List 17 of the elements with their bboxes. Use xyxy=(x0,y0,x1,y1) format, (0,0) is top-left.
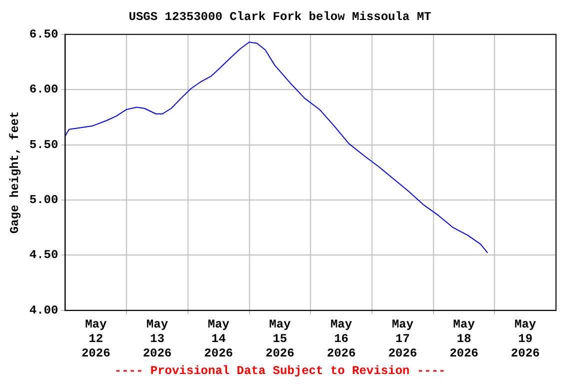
y-tick-label: 4.50 xyxy=(29,248,58,262)
x-tick-label: May 16 2026 xyxy=(326,318,356,360)
y-tick-label: 4.00 xyxy=(29,303,58,318)
y-axis-title: Gage height, feet xyxy=(8,111,22,234)
x-tick-label: May 13 2026 xyxy=(142,318,172,360)
y-tick-label: 5.00 xyxy=(29,193,58,208)
x-tick-label: May 14 2026 xyxy=(204,318,233,360)
x-tick-label: May 18 2026 xyxy=(450,318,478,360)
text: ---- Provisional Data Subject to Revision ---- xyxy=(114,364,446,378)
y-tick-label: 6.50 xyxy=(29,27,58,42)
x-tick-label: May 15 2026 xyxy=(266,318,294,360)
x-tick-label: May 19 2026 xyxy=(510,318,540,360)
y-tick-label: 6.00 xyxy=(29,82,58,97)
chart-title: USGS 12353000 Clark Fork below Missoula MT xyxy=(128,10,432,24)
x-tick-label: May 17 2026 xyxy=(388,318,418,360)
x-tick-label: May 12 2026 xyxy=(81,318,110,360)
y-tick-label: 5.50 xyxy=(29,138,58,152)
